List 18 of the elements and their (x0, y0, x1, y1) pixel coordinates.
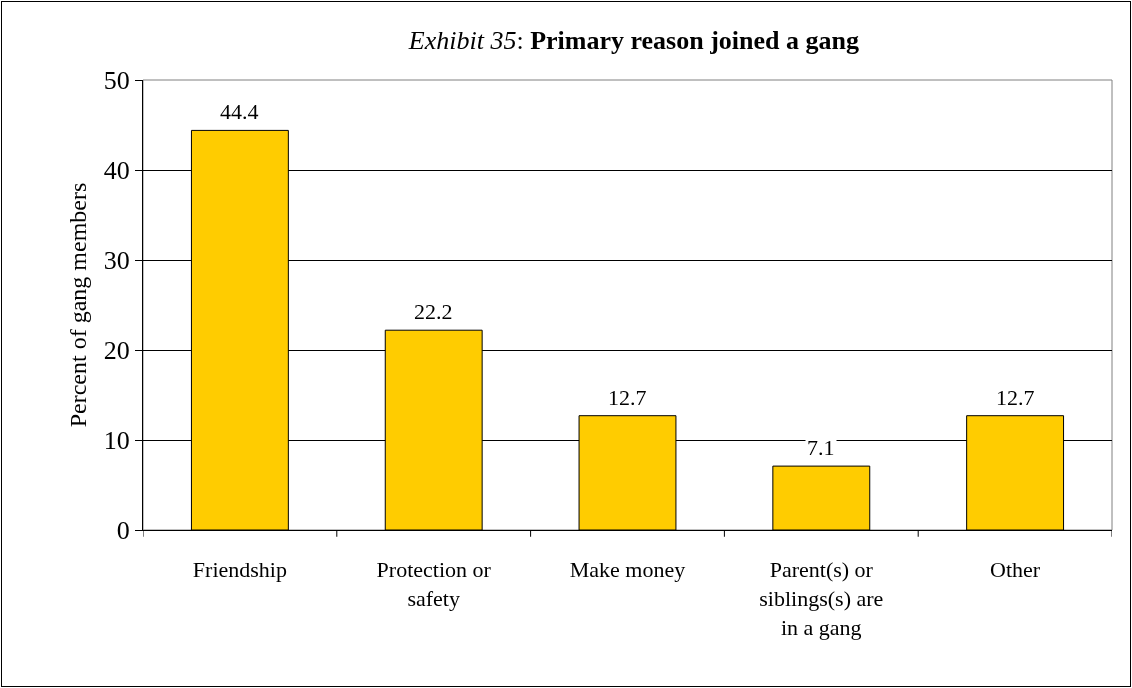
y-tick-label: 20 (103, 336, 130, 366)
x-tick-label: Protection or safety (376, 557, 492, 611)
y-tick-label: 30 (103, 246, 130, 276)
chart-title: Exhibit 35: Primary reason joined a gang (407, 26, 860, 56)
data-label: 12.7 (996, 385, 1035, 410)
y-tick-label: 10 (103, 426, 130, 456)
y-tick-label: 50 (103, 66, 130, 96)
x-tick-label: Make money (569, 557, 686, 583)
x-tick-label: Other (990, 557, 1041, 583)
y-tick-label: 0 (116, 516, 130, 546)
x-tick-label: Friendship (192, 557, 287, 583)
y-axis-title: Percent of gang members (64, 182, 91, 428)
data-label: 22.2 (414, 299, 453, 324)
data-label: 7.1 (807, 435, 835, 460)
data-label: 44.4 (220, 99, 259, 124)
x-tick-label: Parent(s) or siblings(s) are in a gang (759, 557, 884, 640)
data-label: 12.7 (608, 385, 647, 410)
y-tick-label: 40 (103, 156, 130, 186)
